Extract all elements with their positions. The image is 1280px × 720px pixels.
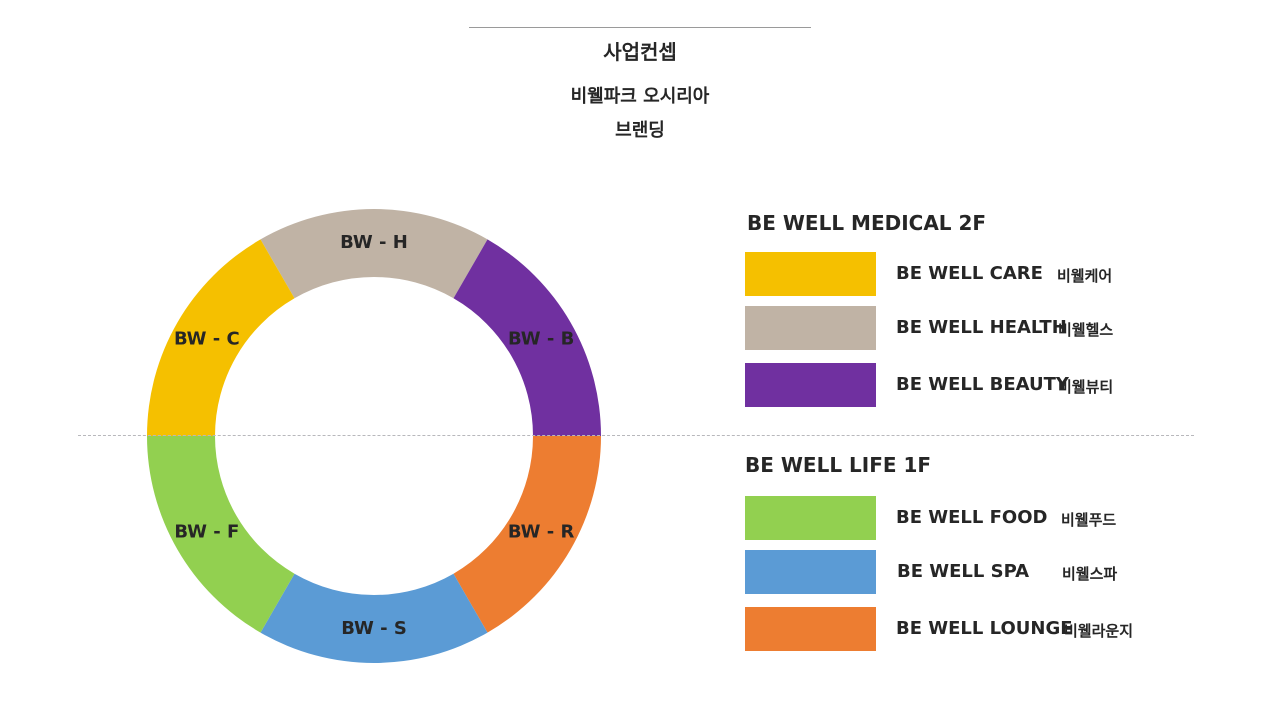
legend-name-care: BE WELL CARE bbox=[896, 263, 1043, 284]
page-subtitle: 비웰파크 오시리아 bbox=[570, 86, 710, 107]
legend-korean-care: 비웰케어 bbox=[1057, 267, 1113, 285]
legend-swatch-lounge bbox=[745, 607, 876, 651]
ring-segment-bw-h bbox=[260, 208, 488, 299]
legend-korean-beauty: 비웰뷰티 bbox=[1058, 378, 1114, 396]
ring-segment-bw-f bbox=[147, 436, 295, 633]
legend-korean-food: 비웰푸드 bbox=[1061, 511, 1117, 529]
legend-swatch-care bbox=[745, 252, 876, 296]
ring-label-bw-c: BW - C bbox=[174, 329, 240, 350]
legend-name-health: BE WELL HEALTH bbox=[896, 317, 1067, 338]
legend-korean-health: 비웰헬스 bbox=[1058, 321, 1114, 339]
group-title-life: BE WELL LIFE 1F bbox=[745, 453, 932, 477]
header-rule bbox=[469, 27, 811, 28]
ring-segment-bw-c bbox=[147, 239, 295, 436]
ring-label-bw-s: BW - S bbox=[341, 618, 407, 639]
legend-item-spa: BE WELL SPA 비웰스파 bbox=[745, 550, 1225, 594]
ring-label-bw-r: BW - R bbox=[508, 522, 575, 543]
ring-label-bw-b: BW - B bbox=[508, 329, 574, 350]
legend-item-care: BE WELL CARE 비웰케어 bbox=[745, 252, 1225, 296]
legend-swatch-beauty bbox=[745, 363, 876, 407]
legend-swatch-spa bbox=[745, 550, 876, 594]
ring-label-bw-f: BW - F bbox=[174, 522, 239, 543]
legend-korean-spa: 비웰스파 bbox=[1062, 565, 1118, 583]
ring-segment-bw-b bbox=[453, 239, 601, 436]
legend-name-spa: BE WELL SPA bbox=[897, 561, 1030, 582]
ring-segment-bw-s bbox=[260, 573, 488, 663]
legend-item-lounge: BE WELL LOUNGE 비웰라운지 bbox=[745, 607, 1225, 651]
page-title: 사업컨셉 bbox=[603, 40, 677, 64]
ring-segment-bw-r bbox=[453, 436, 601, 633]
legend-swatch-food bbox=[745, 496, 876, 540]
legend-name-lounge: BE WELL LOUNGE bbox=[896, 618, 1073, 639]
page-subtitle-secondary: 브랜딩 bbox=[615, 120, 665, 141]
legend-korean-lounge: 비웰라운지 bbox=[1064, 622, 1134, 640]
ring-label-bw-h: BW - H bbox=[340, 232, 408, 253]
legend-name-beauty: BE WELL BEAUTY bbox=[896, 374, 1069, 395]
legend-item-food: BE WELL FOOD 비웰푸드 bbox=[745, 496, 1225, 540]
legend-swatch-health bbox=[745, 306, 876, 350]
legend-item-beauty: BE WELL BEAUTY 비웰뷰티 bbox=[745, 363, 1225, 407]
legend-item-health: BE WELL HEALTH 비웰헬스 bbox=[745, 306, 1225, 350]
floor-divider bbox=[78, 435, 1194, 436]
group-title-medical: BE WELL MEDICAL 2F bbox=[747, 211, 987, 235]
legend-name-food: BE WELL FOOD bbox=[896, 507, 1048, 528]
